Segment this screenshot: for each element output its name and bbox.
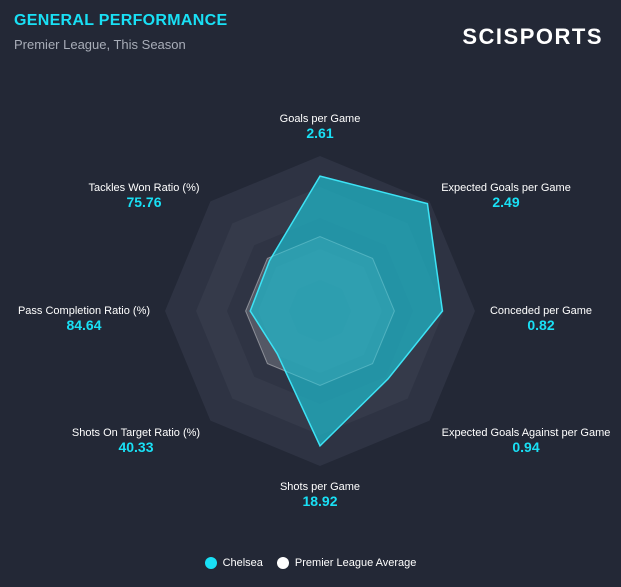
- chart-title: GENERAL PERFORMANCE: [14, 12, 228, 29]
- axis-label-3: Conceded per Game: [490, 305, 592, 317]
- legend-item-chelsea[interactable]: Chelsea: [204, 557, 263, 569]
- axis-label-4: Expected Goals Against per Game: [442, 427, 611, 439]
- axis-value-4: 0.94: [512, 439, 539, 455]
- axis-value-8: 75.76: [126, 194, 161, 210]
- axis-label-2: Expected Goals per Game: [441, 182, 571, 194]
- axis-label-6: Shots On Target Ratio (%): [72, 427, 200, 439]
- axis-value-1: 2.61: [306, 125, 333, 141]
- series-outline-league-average: [245, 236, 395, 386]
- axis-value-3: 0.82: [527, 317, 554, 333]
- axis-value-6: 40.33: [118, 439, 153, 455]
- scisports-logo: SCISPORTS: [462, 24, 603, 49]
- axis-value-7: 84.64: [66, 317, 101, 333]
- legend-swatch-league-average: [276, 557, 289, 569]
- axis-label-8: Tackles Won Ratio (%): [88, 182, 199, 194]
- legend-swatch-chelsea: [204, 557, 217, 569]
- axis-value-2: 2.49: [492, 194, 519, 210]
- series-polygon-chelsea: [249, 175, 444, 448]
- legend-label-league-average: Premier League Average: [294, 557, 417, 569]
- axis-label-7: Pass Completion Ratio (%): [18, 305, 150, 317]
- legend-label-chelsea: Chelsea: [222, 557, 263, 569]
- legend: Chelsea Premier League Average: [0, 557, 621, 569]
- axis-label-1: Goals per Game: [280, 113, 361, 125]
- axis-label-5: Shots per Game: [280, 481, 360, 493]
- chart-subtitle: Premier League, This Season: [14, 37, 186, 52]
- legend-item-league-average[interactable]: Premier League Average: [276, 557, 417, 569]
- axis-value-5: 18.92: [302, 493, 337, 509]
